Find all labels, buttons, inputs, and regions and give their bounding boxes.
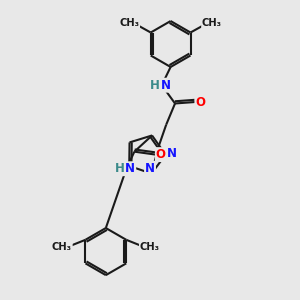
Text: CH₃: CH₃: [140, 242, 160, 253]
Text: CH₃: CH₃: [202, 18, 222, 28]
Text: CH₃: CH₃: [52, 242, 72, 253]
Text: O: O: [156, 148, 166, 161]
Text: H: H: [150, 79, 160, 92]
Text: H: H: [115, 162, 124, 175]
Text: N: N: [145, 162, 155, 175]
Text: N: N: [125, 162, 135, 175]
Text: CH₃: CH₃: [119, 18, 139, 28]
Text: N: N: [161, 79, 171, 92]
Text: O: O: [195, 95, 205, 109]
Text: N: N: [167, 147, 177, 160]
